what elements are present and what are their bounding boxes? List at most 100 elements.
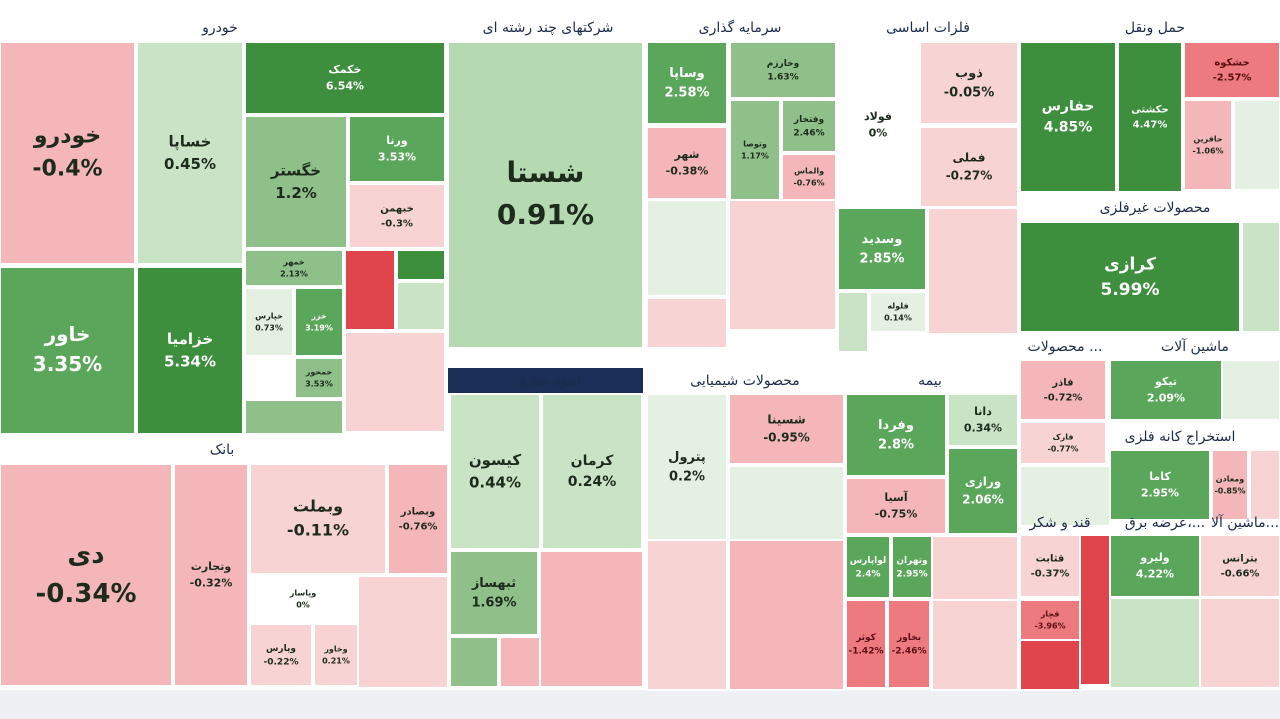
tile-change: 3.53% [378,150,416,163]
tile-name: فلوله [887,302,908,311]
filler-tile [396,281,446,331]
tile [845,393,947,477]
tile [0,41,136,265]
tile-name: قثابت [1036,554,1065,565]
tile-change: -0.72% [1044,393,1083,404]
tile [1183,41,1280,99]
tile [249,623,313,687]
tile [781,153,837,201]
tile [887,599,931,689]
tile [1199,534,1280,598]
tile [1019,221,1241,333]
tile-change: -0.77% [1047,445,1078,454]
tile-name: ورنا [386,134,408,147]
tile-name: تیکو [1154,375,1177,388]
tile-name: وسدید [862,232,903,247]
tile-change: 1.63% [767,72,798,82]
sector-title: محصولات ... [1028,339,1103,355]
tile [173,463,249,687]
tile-change: 3.53% [305,380,333,389]
tile [1109,534,1201,598]
tile-name: خزامیا [167,330,213,348]
tile [348,183,446,249]
tile-change: 0.2% [669,469,705,484]
tile [294,287,344,357]
tile-change: 0.44% [469,473,521,491]
tile-change: -2.46% [892,646,927,656]
tile [449,393,541,550]
tile-name: والماس [794,167,824,177]
tile-change: -0.66% [1221,569,1260,580]
tile-name: خمهر [282,258,305,267]
tile-change: -0.34% [36,579,137,609]
tile [1019,41,1117,193]
filler-tile [396,249,446,281]
tile-name: حافرین [1193,135,1222,144]
tile-change: 2.13% [280,270,308,279]
tile-name: فارک [1052,433,1073,442]
tile-name: خبهمن [380,204,414,215]
tile [244,249,344,287]
filler-tile [539,550,644,688]
tile-name: آسیا [884,490,907,504]
tile-change: 0.91% [497,198,594,231]
sector-title: قند و شکر [1028,515,1090,531]
tile [0,266,136,435]
filler-tile [1199,597,1280,689]
tile-change: 2.95% [1141,486,1179,499]
tile [729,99,781,201]
tile-name: خکمک [329,63,362,76]
tile-name: شهر [674,148,700,161]
tile-name: قچار [1040,610,1060,619]
tile-change: 2.95% [896,569,927,579]
tile-change: -0.38% [666,164,709,177]
tile-name: وبملت [293,497,343,516]
sector-title: شرکتهای چند رشته ای [483,20,614,36]
tile-change: -0.95% [763,431,810,445]
sector-title: حمل ونقل [1125,20,1185,36]
tile [947,393,1019,447]
tile [845,477,947,535]
tile-change: -0.75% [875,507,918,520]
tile-name: حکشتی [1131,105,1168,116]
tile-name: دانا [974,405,992,418]
tile-name: کوثر [855,633,877,643]
sector-title: خودرو [201,20,238,36]
tile [249,575,357,623]
tile [646,126,728,200]
sector-title: سرمایه گذاری [699,19,782,36]
tile-change: 2.06% [962,493,1004,507]
tile-change: -0.76% [793,179,824,188]
tile-change: 2.4% [856,569,881,579]
tile-name: بخاور [896,633,921,643]
tile [244,287,294,357]
tile-name: وتوصا [743,140,767,149]
tile-name: خگستر [270,161,321,179]
filler-tile [244,399,344,435]
filler-tile [1109,597,1201,689]
filler-tile [1019,639,1081,691]
tile-name: وتجارت [191,560,232,573]
tile-change: 0.14% [884,314,912,323]
tile-name: خساپا [169,132,212,151]
tile [348,115,446,183]
tile [447,41,644,349]
tile [1019,534,1081,598]
tile-name: وفردا [878,418,914,433]
tile-name: ذوب [955,66,983,81]
tile [244,41,446,115]
tile-name: حفارس [1042,99,1095,115]
filler-tile [728,465,845,541]
sector-title: انبوه سازی [516,373,581,389]
filler-tile [499,636,541,688]
tile [781,99,837,153]
tile-name: خپارس [255,312,283,322]
tile-change: -0.85% [1214,487,1245,496]
sector-title: عرضه برق،... [1125,515,1205,531]
tile [294,357,344,399]
filler-tile [728,199,837,331]
tile-change: 2.8% [878,437,914,452]
tile [837,207,927,291]
tile [449,550,539,636]
tile-name: وخاور [323,645,347,654]
